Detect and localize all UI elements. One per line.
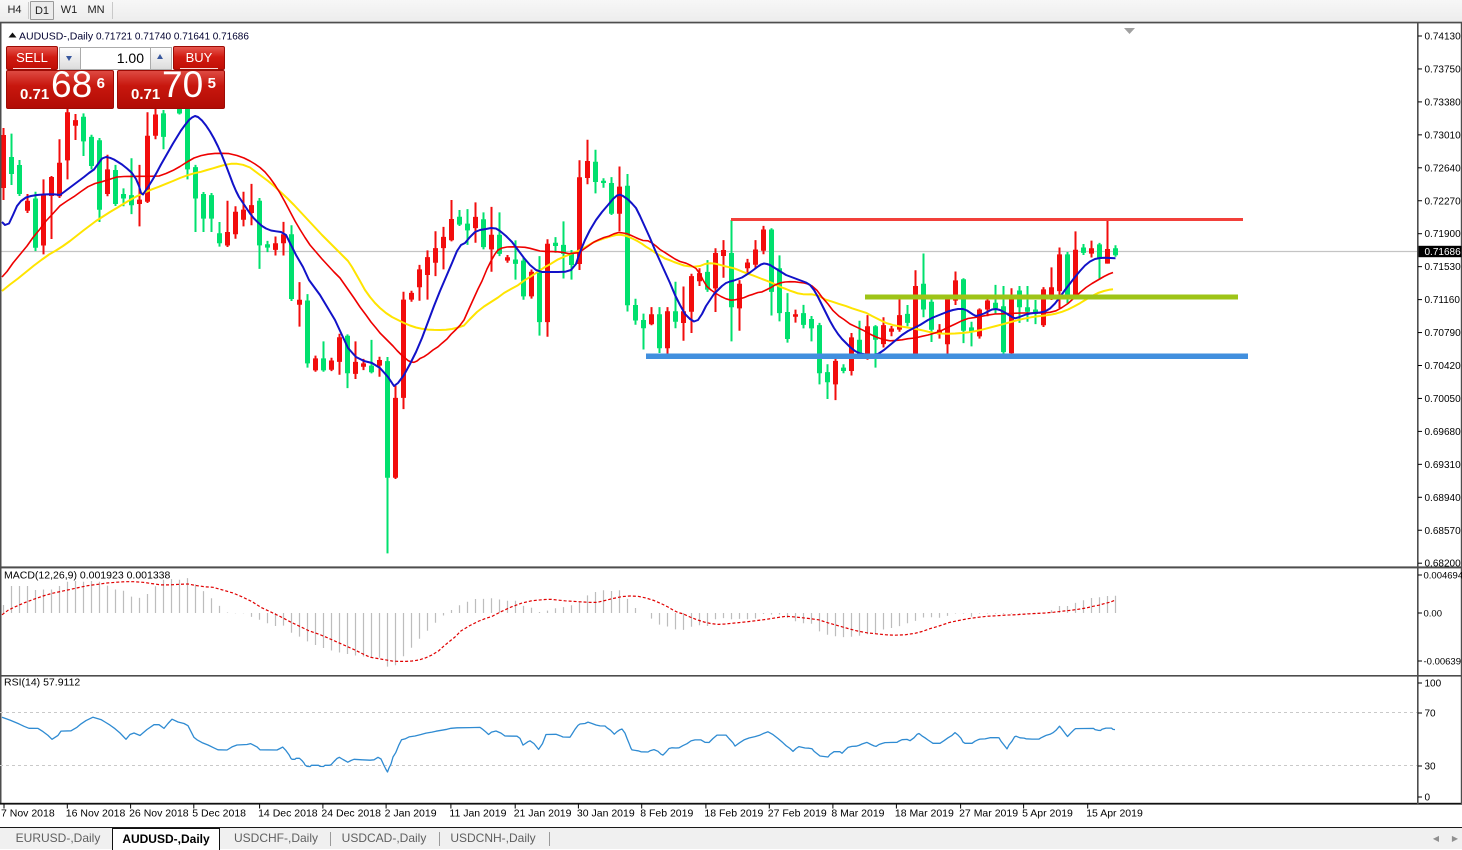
svg-text:100: 100 bbox=[1425, 679, 1442, 690]
svg-text:14 Dec 2018: 14 Dec 2018 bbox=[258, 808, 318, 820]
svg-text:8 Mar 2019: 8 Mar 2019 bbox=[831, 808, 884, 820]
svg-text:0.73750: 0.73750 bbox=[1425, 64, 1462, 75]
svg-text:0.68940: 0.68940 bbox=[1425, 493, 1462, 504]
svg-text:0.71721 0.71740 0.71641 0.7168: 0.71721 0.71740 0.71641 0.71686 bbox=[96, 32, 249, 43]
svg-text:18 Mar 2019: 18 Mar 2019 bbox=[895, 808, 954, 820]
svg-text:18 Feb 2019: 18 Feb 2019 bbox=[704, 808, 763, 820]
svg-text:0.68570: 0.68570 bbox=[1425, 526, 1462, 537]
svg-text:0.72270: 0.72270 bbox=[1425, 196, 1462, 207]
svg-text:0.00: 0.00 bbox=[1424, 609, 1443, 620]
svg-text:0.73010: 0.73010 bbox=[1425, 130, 1462, 141]
svg-text:30: 30 bbox=[1425, 762, 1437, 773]
svg-text:0: 0 bbox=[1425, 793, 1431, 804]
svg-text:0.70420: 0.70420 bbox=[1425, 361, 1462, 372]
svg-text:30 Jan 2019: 30 Jan 2019 bbox=[577, 808, 635, 820]
svg-text:RSI(14) 57.9112: RSI(14) 57.9112 bbox=[4, 677, 80, 689]
svg-text:0.71900: 0.71900 bbox=[1425, 229, 1462, 240]
svg-text:5 Dec 2018: 5 Dec 2018 bbox=[192, 808, 246, 820]
svg-text:0.69680: 0.69680 bbox=[1425, 427, 1462, 438]
svg-text:0.68200: 0.68200 bbox=[1425, 559, 1462, 570]
svg-text:7 Nov 2018: 7 Nov 2018 bbox=[1, 808, 55, 820]
svg-text:-0.00639: -0.00639 bbox=[1424, 657, 1462, 668]
svg-text:8 Feb 2019: 8 Feb 2019 bbox=[640, 808, 693, 820]
svg-text:0.71686: 0.71686 bbox=[1425, 247, 1462, 258]
svg-text:0.004694: 0.004694 bbox=[1424, 571, 1462, 582]
svg-text:0.70790: 0.70790 bbox=[1425, 328, 1462, 339]
svg-text:AUDUSD-,Daily: AUDUSD-,Daily bbox=[19, 31, 94, 43]
svg-text:0.69310: 0.69310 bbox=[1425, 460, 1462, 471]
svg-text:16 Nov 2018: 16 Nov 2018 bbox=[66, 808, 126, 820]
svg-text:26 Nov 2018: 26 Nov 2018 bbox=[129, 808, 189, 820]
svg-text:15 Apr 2019: 15 Apr 2019 bbox=[1086, 808, 1143, 820]
svg-text:11 Jan 2019: 11 Jan 2019 bbox=[449, 808, 506, 820]
svg-text:0.70050: 0.70050 bbox=[1425, 394, 1462, 405]
svg-text:0.71160: 0.71160 bbox=[1425, 295, 1461, 306]
svg-text:27 Feb 2019: 27 Feb 2019 bbox=[768, 808, 827, 820]
svg-text:0.71530: 0.71530 bbox=[1425, 262, 1462, 273]
svg-text:0.74130: 0.74130 bbox=[1425, 32, 1462, 43]
svg-text:MACD(12,26,9) 0.001923 0.00133: MACD(12,26,9) 0.001923 0.001338 bbox=[4, 570, 171, 582]
svg-text:70: 70 bbox=[1425, 709, 1437, 720]
svg-text:27 Mar 2019: 27 Mar 2019 bbox=[959, 808, 1018, 820]
svg-text:0.73380: 0.73380 bbox=[1425, 97, 1462, 108]
svg-text:0.72640: 0.72640 bbox=[1425, 163, 1462, 174]
svg-text:24 Dec 2018: 24 Dec 2018 bbox=[321, 808, 381, 820]
svg-text:2 Jan 2019: 2 Jan 2019 bbox=[385, 808, 437, 820]
svg-text:5 Apr 2019: 5 Apr 2019 bbox=[1022, 808, 1073, 820]
svg-text:21 Jan 2019: 21 Jan 2019 bbox=[514, 808, 572, 820]
